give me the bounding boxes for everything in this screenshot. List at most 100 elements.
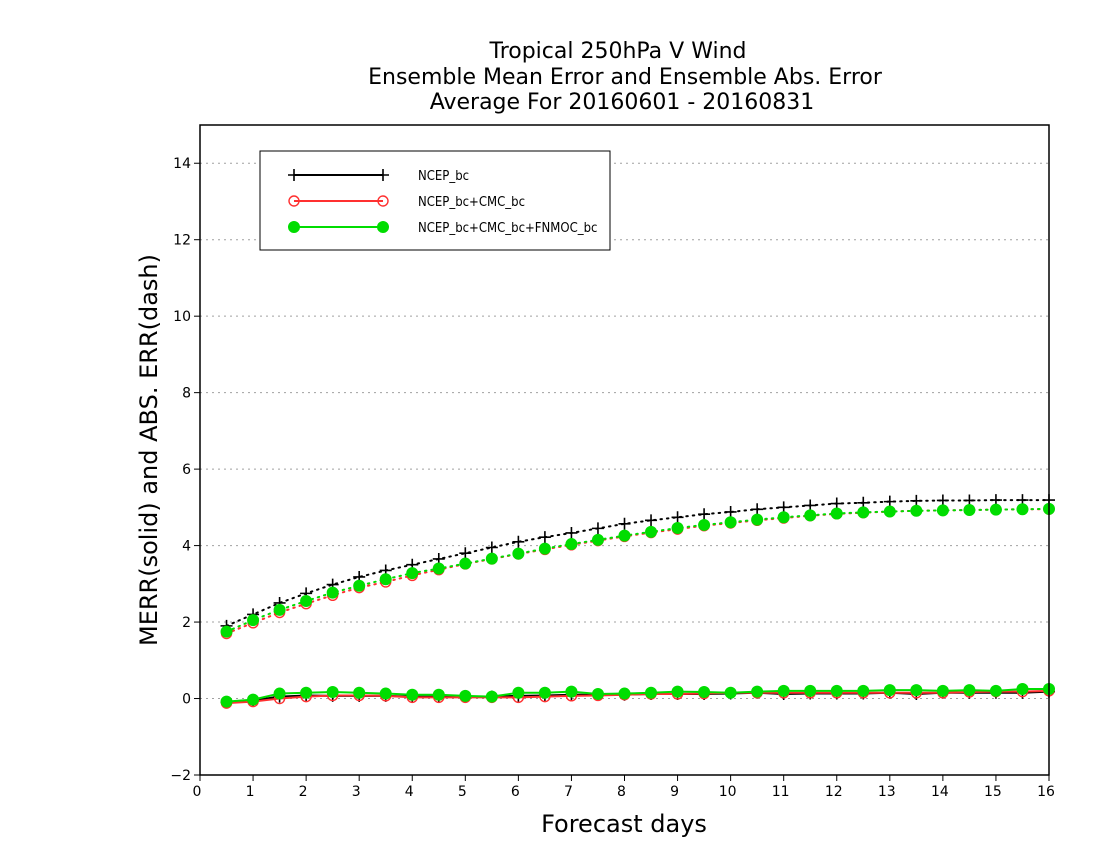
- data-point-filled-circle: [645, 525, 658, 538]
- data-point-filled-circle: [300, 686, 313, 699]
- data-point-plus: [645, 514, 658, 527]
- x-tick-label: 14: [931, 784, 949, 800]
- data-point-filled-circle: [353, 686, 366, 699]
- x-tick-label: 1: [246, 784, 255, 800]
- data-point-filled-circle: [857, 684, 870, 697]
- y-axis-label: MERR(solid) and ABS. ERR(dash): [135, 254, 163, 646]
- x-tick-label: 10: [719, 784, 737, 800]
- x-tick-label: 5: [458, 784, 467, 800]
- data-point-filled-circle: [512, 686, 525, 699]
- data-point-filled-circle: [377, 221, 389, 233]
- data-point-filled-circle: [273, 687, 286, 700]
- y-tick-label: −2: [170, 768, 191, 784]
- data-point-filled-circle: [406, 688, 419, 701]
- data-point-filled-circle: [830, 507, 843, 520]
- data-point-filled-circle: [485, 552, 498, 565]
- data-point-filled-circle: [883, 505, 896, 518]
- data-point-plus: [459, 547, 472, 560]
- data-point-filled-circle: [618, 687, 631, 700]
- x-tick-label: 16: [1037, 784, 1055, 800]
- data-point-filled-circle: [963, 504, 976, 517]
- x-tick-label: 6: [511, 784, 520, 800]
- x-tick-label: 11: [772, 784, 790, 800]
- data-point-filled-circle: [936, 504, 949, 517]
- data-point-filled-circle: [989, 684, 1002, 697]
- data-point-filled-circle: [288, 221, 300, 233]
- x-tick-label: 15: [984, 784, 1002, 800]
- legend-label: NCEP_bc: [418, 169, 469, 184]
- data-point-plus: [288, 169, 300, 181]
- chart-title-group: Tropical 250hPa V Wind Ensemble Mean Err…: [368, 39, 883, 115]
- y-tick-label: 10: [173, 309, 191, 325]
- data-point-filled-circle: [538, 686, 551, 699]
- data-point-plus: [698, 508, 711, 521]
- x-axis-label: Forecast days: [541, 810, 707, 838]
- data-point-filled-circle: [485, 690, 498, 703]
- chart-title-line-1: Tropical 250hPa V Wind: [488, 39, 746, 64]
- data-point-filled-circle: [989, 503, 1002, 516]
- data-point-filled-circle: [247, 614, 260, 627]
- data-point-filled-circle: [777, 684, 790, 697]
- data-point-plus: [512, 535, 525, 548]
- data-point-filled-circle: [857, 506, 870, 519]
- data-point-filled-circle: [883, 684, 896, 697]
- legend-label: NCEP_bc+CMC_bc+FNMOC_bc: [418, 221, 597, 236]
- data-point-filled-circle: [432, 688, 445, 701]
- data-point-filled-circle: [406, 567, 419, 580]
- y-tick-label: 6: [182, 462, 191, 478]
- x-tick-label: 7: [564, 784, 573, 800]
- data-point-filled-circle: [247, 693, 260, 706]
- data-point-filled-circle: [379, 573, 392, 586]
- data-point-filled-circle: [379, 687, 392, 700]
- data-point-filled-circle: [724, 516, 737, 529]
- data-point-filled-circle: [220, 625, 233, 638]
- data-point-filled-circle: [326, 686, 339, 699]
- data-point-filled-circle: [936, 684, 949, 697]
- data-point-filled-circle: [963, 684, 976, 697]
- data-point-filled-circle: [538, 542, 551, 555]
- data-point-plus: [538, 531, 551, 544]
- data-point-plus: [751, 503, 764, 516]
- data-point-filled-circle: [645, 686, 658, 699]
- x-tick-label: 12: [825, 784, 843, 800]
- data-point-filled-circle: [910, 684, 923, 697]
- data-point-filled-circle: [671, 685, 684, 698]
- y-tick-label: 12: [173, 233, 191, 249]
- data-point-filled-circle: [512, 547, 525, 560]
- data-point-filled-circle: [724, 686, 737, 699]
- data-point-filled-circle: [300, 595, 313, 608]
- data-point-filled-circle: [618, 529, 631, 542]
- data-point-filled-circle: [273, 603, 286, 616]
- y-tick-label: 4: [182, 539, 191, 555]
- data-point-plus: [724, 505, 737, 518]
- data-point-filled-circle: [459, 689, 472, 702]
- legend-entry: NCEP_bc: [288, 169, 469, 184]
- series-NCEP_bc+CMC_bc+FNMOC_bc: [220, 502, 1055, 708]
- series-NCEP_bc: [220, 494, 1055, 709]
- y-tick-label: 2: [182, 615, 191, 631]
- x-tick-label: 13: [878, 784, 896, 800]
- data-point-filled-circle: [565, 538, 578, 551]
- data-point-filled-circle: [910, 504, 923, 517]
- data-point-open-circle: [377, 195, 389, 207]
- y-tick-label: 8: [182, 386, 191, 402]
- data-point-plus: [671, 511, 684, 524]
- series-NCEP_bc+CMC_bc: [220, 503, 1055, 709]
- chart-title-line-2: Ensemble Mean Error and Ensemble Abs. Er…: [368, 65, 883, 90]
- plot-area-frame: [199, 124, 1050, 776]
- data-point-filled-circle: [1016, 682, 1029, 695]
- data-point-filled-circle: [326, 586, 339, 599]
- data-point-filled-circle: [565, 685, 578, 698]
- data-point-filled-circle: [804, 509, 817, 522]
- data-point-plus: [377, 169, 389, 181]
- legend-entry: NCEP_bc+CMC_bc+FNMOC_bc: [288, 221, 597, 236]
- x-tick-label: 0: [193, 784, 202, 800]
- data-point-open-circle: [288, 195, 300, 207]
- data-point-filled-circle: [751, 513, 764, 526]
- data-point-filled-circle: [698, 518, 711, 531]
- abs-error-line: [225, 499, 1050, 627]
- y-tick-label: 0: [182, 692, 191, 708]
- data-point-filled-circle: [459, 557, 472, 570]
